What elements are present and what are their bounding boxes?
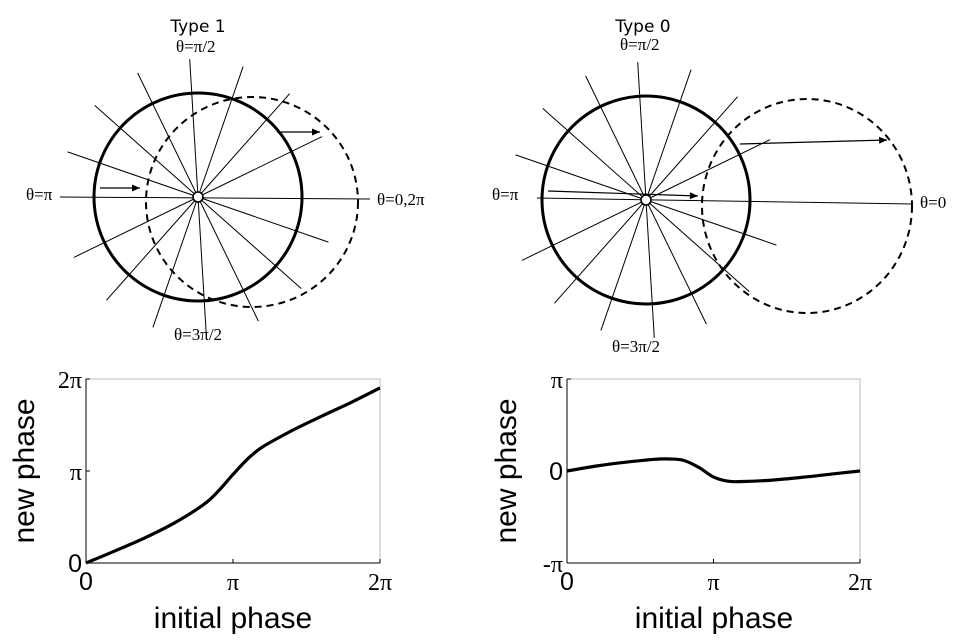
- type1-label-bottom: θ=3π/2: [174, 325, 222, 344]
- isochron-spoke: [645, 199, 750, 292]
- type0-label-right: θ=0: [920, 193, 946, 212]
- isochron-spoke: [554, 199, 647, 304]
- isochron-spoke: [152, 196, 199, 328]
- y-tick-label: 2π: [58, 368, 82, 394]
- chart1-frame: [85, 378, 381, 564]
- isochron-spoke: [585, 75, 647, 201]
- isochron-spoke: [197, 136, 323, 198]
- x-tick-label: π: [227, 570, 239, 596]
- type0-shift-arrow-left: [547, 190, 699, 197]
- isochron-spoke: [67, 151, 199, 198]
- type1-diagram: Type 1 θ=π/2 θ=π θ=0,2π θ=3π/2: [26, 17, 425, 344]
- isochron-spoke: [521, 199, 647, 261]
- type0-shift-arrow-right-head: [879, 136, 887, 144]
- type1-shift-arrow-left-head: [132, 184, 140, 192]
- chart1-y-axis-label: new phase: [8, 398, 41, 543]
- type0-phase-chart: 0 π 2π-π0π initial phase new phase: [490, 368, 872, 635]
- chart1-x-axis-label: initial phase: [154, 602, 312, 635]
- type0-shifted-cycle: [701, 98, 913, 314]
- type1-shift-arrow-right-head: [312, 128, 320, 136]
- isochron-spoke: [197, 196, 259, 322]
- type1-isochron-spokes: [67, 59, 329, 335]
- y-tick-label: 0: [68, 550, 82, 578]
- x-tick-label: π: [707, 570, 719, 596]
- x-tick-label: 0: [560, 568, 574, 596]
- chart2-x-axis-label: initial phase: [635, 602, 793, 635]
- isochron-spoke: [106, 196, 199, 301]
- x-tick-label: 2π: [368, 570, 392, 596]
- isochron-spoke: [197, 196, 329, 243]
- isochron-spoke: [645, 199, 655, 338]
- type1-label-left: θ=π: [26, 185, 53, 204]
- chart2-y-axis-label: new phase: [490, 398, 523, 543]
- y-tick-label: π: [551, 368, 563, 394]
- isochron-spoke: [94, 105, 199, 198]
- type1-title: Type 1: [169, 17, 225, 37]
- isochron-spoke: [600, 199, 647, 331]
- type0-limit-cycle: [540, 94, 752, 306]
- isochron-spoke: [197, 93, 290, 198]
- type1-fixed-point: [192, 191, 204, 203]
- type0-diagram: Type 0 θ=π/2 θ=π θ=0 θ=3π/2: [492, 17, 946, 356]
- isochron-spoke: [197, 196, 302, 289]
- type1-horizontal-axis: [59, 196, 371, 200]
- type1-phase-chart: 0 π 2π 0 π 2π initial phase new phase: [8, 368, 392, 635]
- type0-title: Type 0: [614, 17, 670, 37]
- chart1-series-line: [85, 386, 381, 565]
- isochron-spoke: [197, 66, 244, 198]
- type1-shifted-cycle: [145, 96, 359, 308]
- isochron-spoke: [645, 69, 692, 201]
- type0-shift-arrow-right: [739, 139, 888, 145]
- type1-label-right: θ=0,2π: [377, 190, 425, 209]
- x-tick-label: 2π: [848, 570, 872, 596]
- isochron-spoke: [515, 154, 647, 201]
- type1-label-top: θ=π/2: [176, 37, 216, 56]
- chart2-series-line: [566, 457, 861, 484]
- type0-label-bottom: θ=3π/2: [612, 337, 660, 356]
- isochron-spoke: [189, 59, 199, 198]
- type0-isochron-spokes: [515, 62, 777, 338]
- x-tick-label: 0: [79, 568, 93, 596]
- y-tick-label: π: [70, 460, 82, 486]
- isochron-spoke: [645, 96, 738, 201]
- isochron-spoke: [637, 62, 647, 201]
- isochron-spoke: [73, 196, 199, 258]
- isochron-spoke: [197, 196, 207, 335]
- chart1-ticks: 0 π 2π 0 π 2π: [58, 368, 392, 596]
- isochron-spoke: [645, 139, 771, 201]
- y-tick-label: 0: [549, 458, 563, 486]
- type0-label-top: θ=π/2: [620, 35, 660, 54]
- isochron-spoke: [542, 108, 647, 201]
- type0-shift-arrow-left-head: [689, 192, 698, 200]
- type0-label-left: θ=π: [492, 185, 519, 204]
- chart2-ticks: 0 π 2π-π0π: [543, 368, 872, 596]
- type0-fixed-point: [640, 194, 652, 206]
- type0-horizontal-axis: [536, 197, 913, 205]
- isochron-spoke: [645, 199, 777, 246]
- isochron-spoke: [137, 72, 199, 198]
- chart2-frame: [566, 378, 861, 564]
- isochron-spoke: [645, 199, 707, 325]
- type1-limit-cycle: [92, 91, 304, 303]
- y-tick-label: -π: [543, 552, 563, 578]
